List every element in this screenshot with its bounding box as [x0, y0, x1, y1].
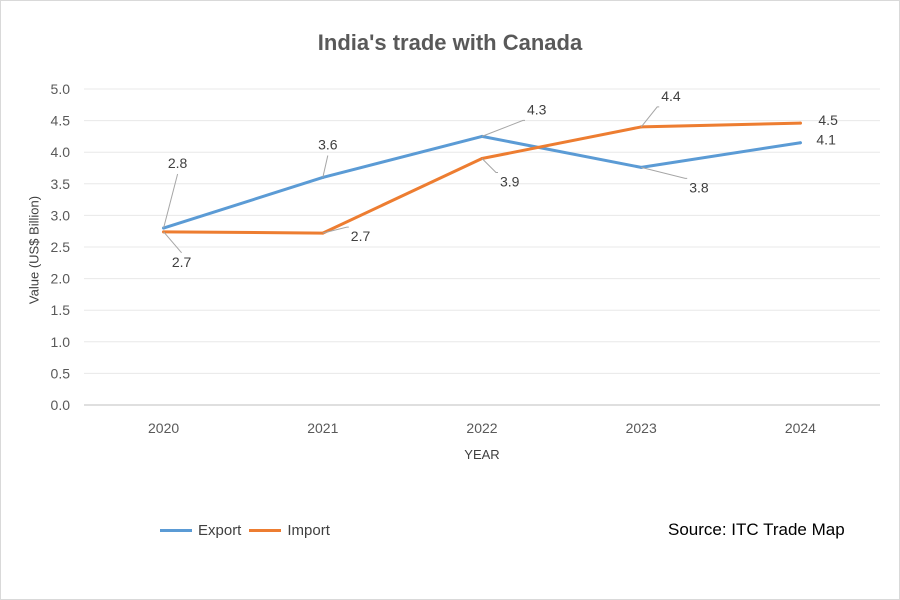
x-tick-label: 2023: [626, 420, 657, 436]
legend-label-export: Export: [198, 522, 242, 539]
y-tick-label: 2.0: [51, 271, 71, 287]
data-label-leader: [322, 226, 349, 234]
source-note: Source: ITC Trade Map: [668, 520, 845, 539]
y-tick-label: 0.0: [51, 397, 71, 413]
legend-item-import: Import: [249, 522, 330, 539]
y-tick-label: 1.5: [51, 302, 71, 318]
legend-swatch-export: [160, 529, 192, 532]
y-tick-label: 4.0: [51, 144, 71, 160]
data-label-export: 2.8: [168, 155, 188, 171]
series-line-import: [162, 121, 802, 235]
data-label-export: 4.1: [816, 132, 836, 148]
data-label-leader: [322, 155, 329, 178]
data-label-leader: [641, 166, 688, 179]
data-label-import: 2.7: [351, 228, 371, 244]
legend-label-import: Import: [287, 522, 330, 539]
y-tick-label: 1.0: [51, 334, 71, 350]
data-label-leader: [163, 173, 179, 229]
data-label-export: 3.6: [318, 136, 338, 152]
legend-item-export: Export: [160, 522, 241, 539]
data-label-leader: [640, 106, 660, 128]
y-tick-label: 2.5: [51, 239, 71, 255]
y-tick-label: 0.5: [51, 365, 71, 381]
data-label-leader: [481, 158, 498, 174]
chart-title: India's trade with Canada: [317, 30, 583, 55]
y-tick-label: 3.5: [51, 176, 71, 192]
data-label-leader: [163, 231, 182, 254]
x-tick-label: 2020: [148, 420, 179, 436]
data-label-export: 3.8: [689, 179, 709, 195]
data-point-export: [798, 141, 802, 145]
x-tick-label: 2022: [466, 420, 497, 436]
data-label-import: 4.4: [661, 88, 681, 104]
data-label-import: 3.9: [500, 174, 520, 190]
x-axis-label: YEAR: [464, 447, 500, 462]
legend-swatch-import: [249, 529, 282, 532]
y-tick-label: 3.0: [51, 207, 71, 223]
legend: Export Import: [160, 522, 338, 539]
data-label-export: 4.3: [527, 101, 547, 117]
x-tick-label: 2021: [307, 420, 338, 436]
y-tick-label: 4.5: [51, 113, 71, 129]
data-point-import: [798, 121, 802, 125]
data-label-import: 4.5: [818, 112, 838, 128]
data-label-leader: [481, 119, 525, 137]
data-label-import: 2.7: [172, 254, 192, 270]
y-tick-label: 5.0: [51, 81, 71, 97]
x-tick-label: 2024: [785, 420, 816, 436]
